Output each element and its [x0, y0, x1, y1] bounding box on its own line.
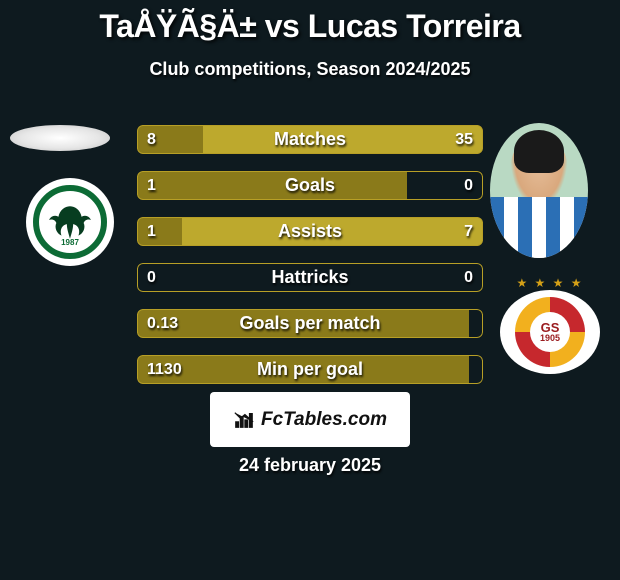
stat-value-left: 1130 — [147, 355, 182, 384]
player-left-club-crest: 1987 — [26, 178, 114, 266]
stat-label: Goals — [137, 171, 483, 200]
player-left-avatar — [10, 125, 110, 151]
player-right-club-crest: GS 1905 — [500, 290, 600, 374]
stat-value-right: 7 — [464, 217, 473, 246]
fctables-logo-icon — [233, 409, 255, 431]
branding-label: FcTables.com — [261, 409, 387, 431]
stat-label: Assists — [137, 217, 483, 246]
stat-value-left: 8 — [147, 125, 156, 154]
stat-label: Matches — [137, 125, 483, 154]
comparison-bars: Matches835Goals10Assists17Hattricks00Goa… — [137, 125, 483, 401]
branding-box: FcTables.com — [210, 392, 410, 447]
stat-row: Hattricks0 0 — [137, 263, 483, 292]
stat-row: Goals1 0 — [137, 171, 483, 200]
stat-label: Goals per match — [137, 309, 483, 338]
stat-value-left: 1 — [147, 171, 156, 200]
jersey-icon — [490, 197, 588, 258]
club-year-left: 1987 — [39, 238, 101, 247]
player-right-avatar — [490, 123, 588, 258]
stat-value-right: 35 — [455, 125, 473, 154]
stat-row: Matches8 35 — [137, 125, 483, 154]
galatasaray-crest-icon: GS 1905 — [515, 297, 585, 367]
club-year-right: 1905 — [540, 334, 560, 343]
stat-row: Min per goal1130 — [137, 355, 483, 384]
stat-value-right: 0 — [464, 171, 473, 200]
page-title: TaÅŸÃ§Ä± vs Lucas Torreira — [0, 0, 620, 45]
stat-value-right: 0 — [464, 263, 473, 292]
stat-label: Hattricks — [137, 263, 483, 292]
stat-value-left: 0 — [147, 263, 156, 292]
stat-value-left: 1 — [147, 217, 156, 246]
stat-row: Assists1 7 — [137, 217, 483, 246]
stat-value-left: 0.13 — [147, 309, 178, 338]
stat-row: Goals per match0.13 — [137, 309, 483, 338]
konyaspor-crest-icon: 1987 — [33, 185, 107, 259]
stat-label: Min per goal — [137, 355, 483, 384]
date-label: 24 february 2025 — [0, 455, 620, 476]
page-subtitle: Club competitions, Season 2024/2025 — [0, 59, 620, 80]
